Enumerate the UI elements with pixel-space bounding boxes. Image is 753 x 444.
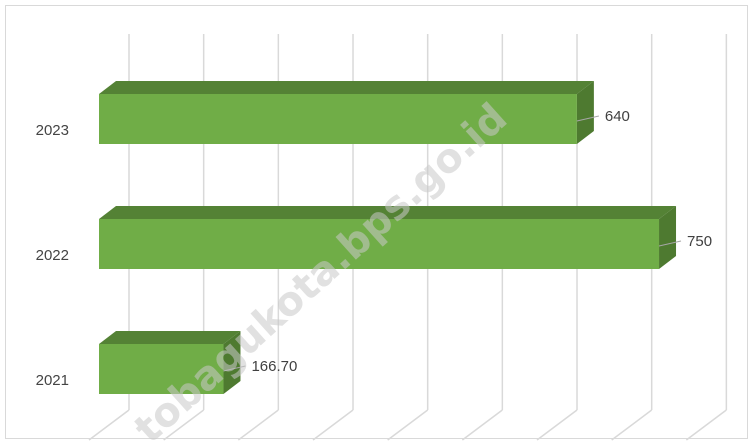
gridline-floor	[312, 409, 354, 441]
tick-label-2021: 2021	[36, 372, 69, 389]
bar-front-face	[99, 219, 660, 269]
bar-side-face	[659, 206, 677, 269]
gridline-floor	[685, 409, 727, 441]
bar-2022	[99, 206, 677, 269]
data-label-2022: 750	[687, 233, 712, 250]
gridline-floor	[237, 409, 279, 441]
gridline-floor	[461, 409, 503, 441]
data-labels: 166.70 750 640	[223, 108, 712, 375]
chart-border	[5, 5, 748, 439]
data-label-2021: 166.70	[251, 358, 297, 375]
data-label-leader	[223, 365, 246, 372]
data-label-leader	[658, 240, 682, 247]
bar-front-face	[99, 94, 577, 144]
gridline-floor	[163, 409, 205, 441]
gridline-floor	[88, 409, 130, 441]
gridline-floor	[611, 409, 653, 441]
bar-side-face	[223, 331, 241, 394]
category-tick-labels: 2021 2022 2023	[36, 122, 69, 389]
bar-side-face	[576, 81, 594, 144]
bar-2021	[99, 331, 241, 394]
bar-front-face	[99, 344, 224, 394]
gridline-floor	[536, 409, 578, 441]
tick-label-2022: 2022	[36, 247, 69, 264]
gridline-floor	[387, 409, 429, 441]
bars	[99, 81, 677, 394]
bar-top-face	[99, 206, 677, 219]
bar-2023	[99, 81, 594, 144]
watermark-text: tobagukota.bps.go.id	[126, 95, 516, 444]
tick-label-2023: 2023	[36, 122, 69, 139]
bar-top-face	[99, 331, 241, 344]
data-label-leader	[576, 115, 599, 122]
bar-top-face	[99, 81, 594, 94]
watermark: tobagukota.bps.go.id	[126, 95, 516, 444]
data-label-2023: 640	[605, 108, 630, 125]
